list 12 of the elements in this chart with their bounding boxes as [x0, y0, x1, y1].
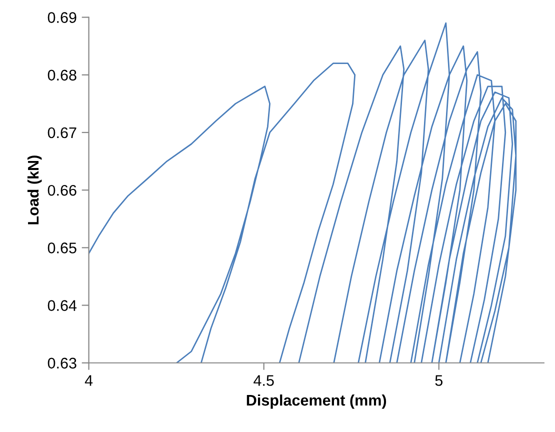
- y-tick-label: 0.69: [48, 12, 76, 23]
- y-tick-label: 0.65: [48, 242, 76, 254]
- y-tick-label: 0.66: [48, 184, 76, 196]
- y-tick-label: 0.63: [48, 358, 76, 369]
- y-tick-label: 0.68: [48, 70, 76, 81]
- x-tick-label: 5: [435, 375, 442, 386]
- x-tick-label: 4.5: [254, 375, 274, 386]
- x-tick-label: 4: [84, 375, 93, 386]
- x-axis-title: Displacement (mm): [246, 394, 386, 409]
- y-axis-title: Load (kN): [27, 156, 42, 224]
- y-tick-label: 0.64: [48, 300, 77, 311]
- y-tick-label: 0.67: [48, 127, 76, 138]
